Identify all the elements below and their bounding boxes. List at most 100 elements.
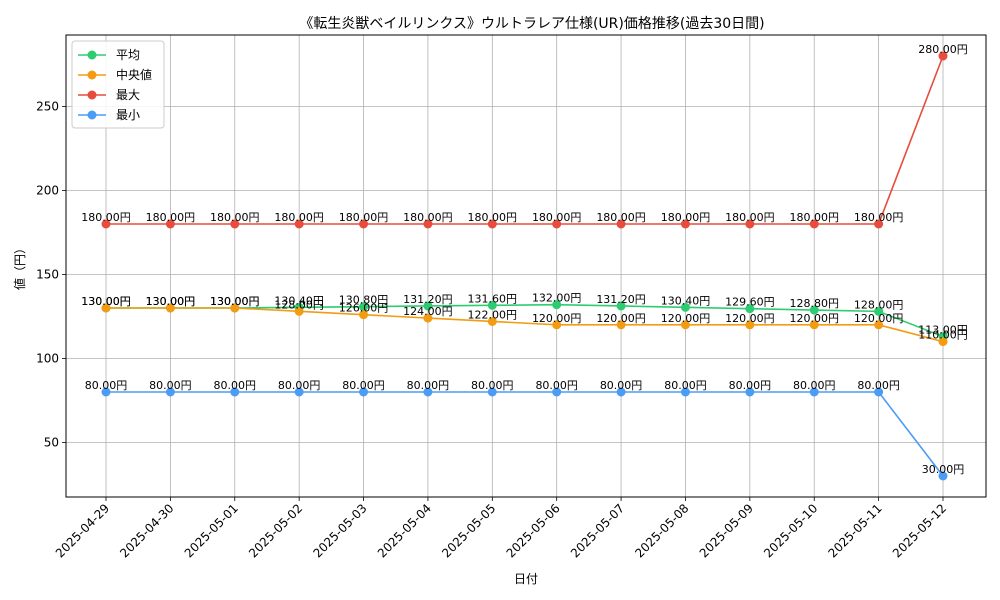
data-point — [423, 301, 433, 311]
data-point — [745, 320, 755, 330]
data-label: 80.00円 — [85, 379, 128, 392]
data-label: 180.00円 — [339, 211, 389, 224]
legend-swatch-marker — [87, 70, 97, 80]
data-label: 120.00円 — [532, 312, 582, 325]
legend-entry: 最小 — [116, 108, 140, 122]
y-tick-label: 50 — [44, 435, 59, 449]
data-point — [874, 387, 884, 397]
data-point — [423, 387, 433, 397]
data-label: 130.00円 — [210, 295, 260, 308]
data-label: 80.00円 — [535, 379, 578, 392]
x-axis-ticks: 2025-04-29 2025-04-30 2025-05-01 2025-05-02… — [53, 497, 949, 560]
x-tick-label: 2025-05-08 — [632, 501, 691, 560]
x-tick-label: 2025-05-01 — [182, 501, 241, 560]
x-tick-label: 2025-05-05 — [439, 501, 498, 560]
legend-box — [71, 40, 165, 129]
data-point — [359, 310, 369, 320]
data-point — [230, 219, 240, 229]
legend-swatch-marker — [87, 50, 97, 60]
data-label: 180.00円 — [854, 211, 904, 224]
data-label: 80.00円 — [407, 379, 450, 392]
data-point — [809, 305, 819, 315]
data-point — [359, 219, 369, 229]
y-tick-label: 100 — [36, 351, 59, 365]
data-label: 180.00円 — [725, 211, 775, 224]
data-point — [809, 320, 819, 330]
data-point — [294, 387, 304, 397]
data-label: 120.00円 — [596, 312, 646, 325]
data-label: 80.00円 — [729, 379, 772, 392]
data-label: 131.20円 — [596, 293, 646, 306]
data-label: 80.00円 — [278, 379, 321, 392]
plot-frame — [65, 34, 987, 498]
data-label: 180.00円 — [789, 211, 839, 224]
data-point — [938, 337, 948, 347]
data-label: 129.60円 — [725, 296, 775, 309]
data-label: 131.60円 — [468, 292, 518, 305]
data-point — [423, 219, 433, 229]
data-label: 180.00円 — [210, 211, 260, 224]
data-point — [874, 320, 884, 330]
data-point — [680, 320, 690, 330]
y-axis-ticks: 50 100 150 200 250 — [36, 99, 66, 449]
data-label: 180.00円 — [596, 211, 646, 224]
x-tick-label: 2025-05-10 — [761, 501, 820, 560]
data-point — [616, 320, 626, 330]
data-label: 130.00円 — [146, 295, 196, 308]
data-point — [552, 387, 562, 397]
data-point — [809, 219, 819, 229]
x-tick-label: 2025-05-12 — [890, 501, 949, 560]
data-label: 120.00円 — [854, 312, 904, 325]
data-label: 128.00円 — [854, 298, 904, 311]
x-tick-label: 2025-05-11 — [826, 501, 885, 560]
data-label: 113.00円 — [918, 324, 968, 337]
data-point — [165, 219, 175, 229]
series-layer — [101, 51, 948, 481]
data-point — [552, 320, 562, 330]
data-labels: 130.00円 130.00円 130.00円 130.40円 130.80円 131.2… — [81, 43, 968, 476]
data-label: 120.00円 — [725, 312, 775, 325]
data-label: 180.00円 — [146, 211, 196, 224]
y-tick-label: 200 — [36, 183, 59, 197]
data-label: 80.00円 — [342, 379, 385, 392]
data-point — [101, 219, 111, 229]
data-point — [230, 303, 240, 313]
data-point — [874, 306, 884, 316]
data-point — [101, 387, 111, 397]
data-label: 80.00円 — [471, 379, 514, 392]
data-label: 180.00円 — [468, 211, 518, 224]
x-tick-label: 2025-04-30 — [117, 501, 176, 560]
data-label: 80.00円 — [793, 379, 836, 392]
legend-entry: 平均 — [116, 48, 140, 62]
data-point — [938, 471, 948, 481]
series-line-3 — [106, 55, 944, 225]
grid — [66, 35, 986, 497]
data-point — [294, 306, 304, 316]
data-point — [359, 302, 369, 312]
data-point — [487, 300, 497, 310]
data-label: 80.00円 — [664, 379, 707, 392]
data-point — [745, 387, 755, 397]
data-label: 130.00円 — [81, 295, 131, 308]
data-point — [101, 303, 111, 313]
data-point — [680, 302, 690, 312]
data-label: 80.00円 — [149, 379, 192, 392]
data-point — [487, 387, 497, 397]
data-label: 126.00円 — [339, 302, 389, 315]
data-point — [165, 303, 175, 313]
data-label: 180.00円 — [661, 211, 711, 224]
data-label: 80.00円 — [214, 379, 257, 392]
data-point — [680, 219, 690, 229]
data-label: 80.00円 — [857, 379, 900, 392]
data-label: 132.00円 — [532, 292, 582, 305]
data-point — [809, 387, 819, 397]
data-point — [230, 387, 240, 397]
x-tick-label: 2025-04-29 — [53, 501, 112, 560]
y-tick-label: 250 — [36, 99, 59, 113]
series-line-4 — [106, 391, 944, 477]
x-tick-label: 2025-05-06 — [504, 501, 563, 560]
data-point — [874, 219, 884, 229]
data-label: 130.40円 — [274, 294, 324, 307]
data-point — [616, 219, 626, 229]
